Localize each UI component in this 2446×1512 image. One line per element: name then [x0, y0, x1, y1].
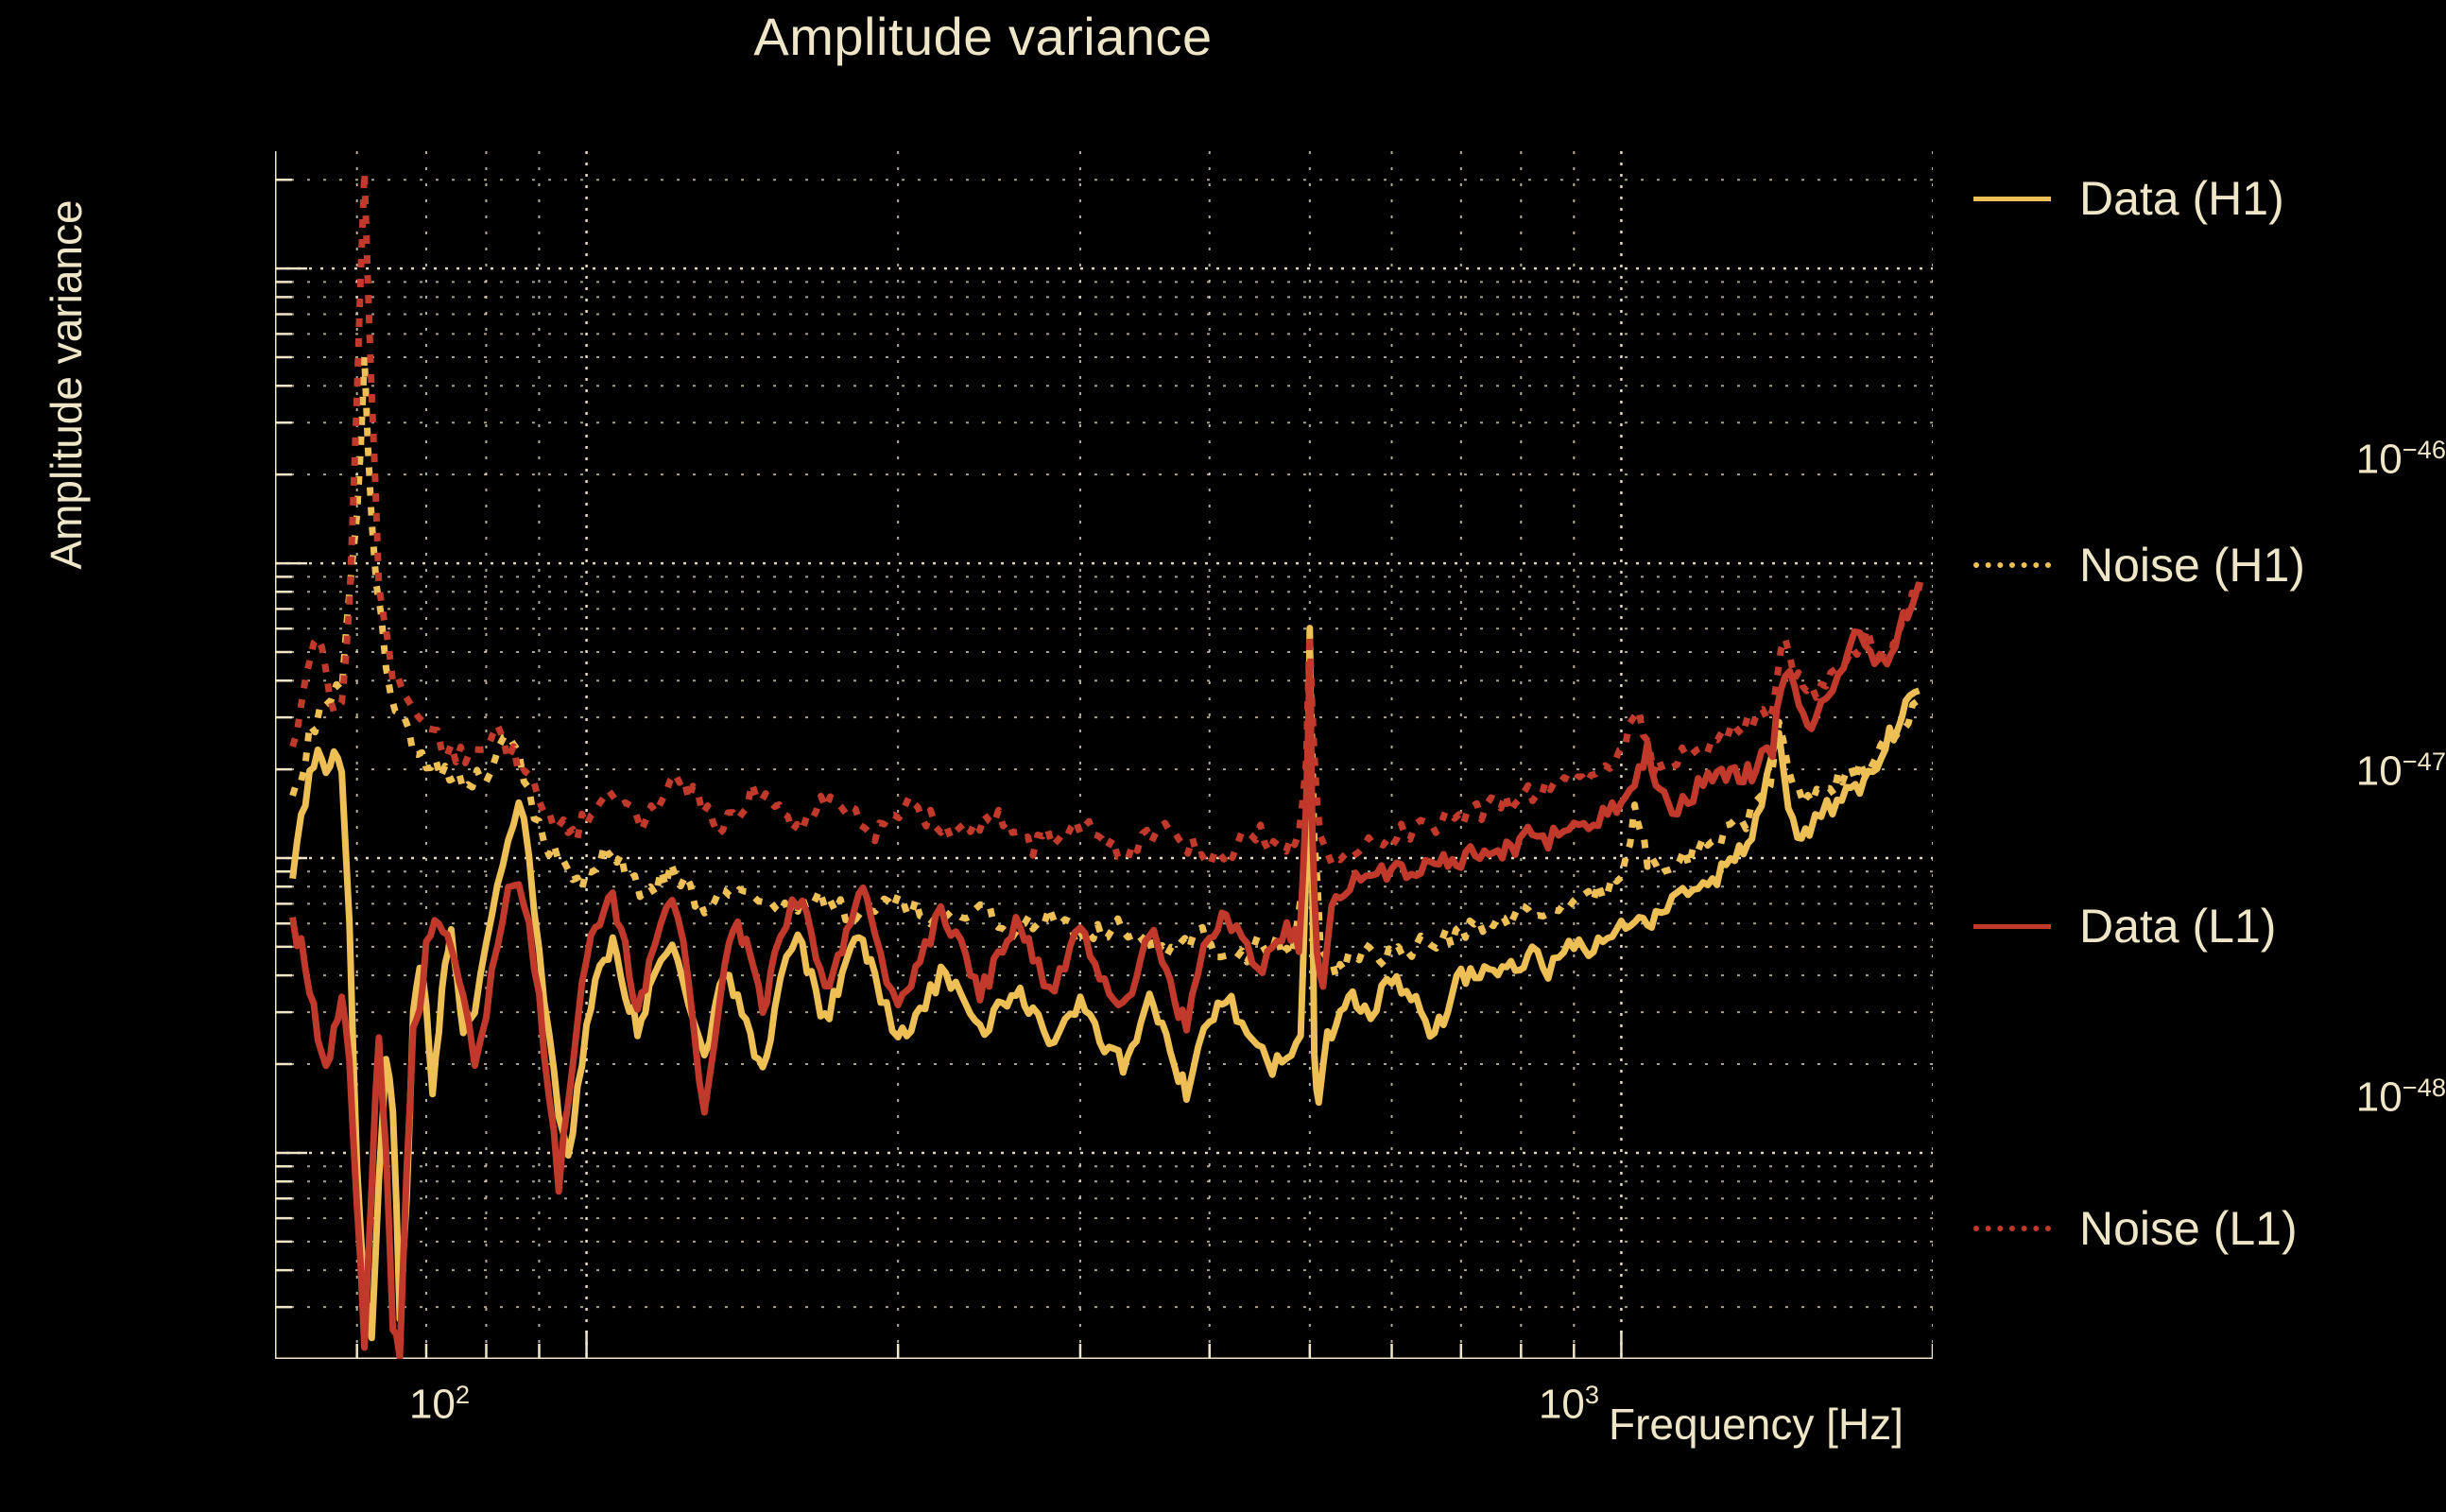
legend-label-data-l1: Data (L1) [2079, 900, 2277, 953]
legend-label-noise-h1: Noise (H1) [2079, 539, 2305, 592]
legend-label-noise-l1: Noise (L1) [2079, 1202, 2298, 1255]
legend-swatch-dotted-gold-icon [1973, 562, 2051, 568]
series-path [289, 625, 1921, 1342]
legend-entry-noise-l1[interactable]: Noise (L1) [1973, 1200, 2298, 1257]
legend-swatch-solid-red-icon [1973, 923, 2051, 929]
chart-title: Amplitude variance [753, 7, 1213, 66]
plot-area [273, 151, 1935, 1361]
plot-svg [273, 151, 1935, 1361]
legend-entry-noise-h1[interactable]: Noise (H1) [1973, 537, 2305, 593]
legend-label-data-h1: Data (H1) [2079, 172, 2284, 225]
series-path [289, 168, 1925, 868]
y-axis-label: Amplitude variance [42, 199, 91, 570]
y-tick-label-1e-46: 10−46 [2355, 435, 2446, 483]
legend-swatch-solid-gold-icon [1973, 196, 2051, 201]
legend-entry-data-l1[interactable]: Data (L1) [1973, 898, 2276, 954]
gridlines [274, 151, 1934, 1360]
plot-frame [273, 151, 1933, 1361]
series-path [289, 581, 1922, 1359]
x-axis-label: Frequency [Hz] [1609, 1400, 1903, 1449]
axis-ticks [273, 178, 1935, 1361]
legend-entry-data-h1[interactable]: Data (H1) [1973, 170, 2284, 227]
chart-legend: Data (H1) Noise (H1) Data (L1) Noise (L1… [1973, 151, 2418, 1361]
series-path [289, 353, 1920, 980]
series-group [289, 168, 1925, 1359]
y-tick-label-1e-47: 10−47 [2355, 747, 2446, 795]
legend-swatch-dotted-red-icon [1973, 1226, 2051, 1231]
x-tick-label-100: 102 [408, 1380, 471, 1428]
x-tick-label-1000: 103 [1538, 1380, 1600, 1428]
y-tick-label-1e-48: 10−48 [2355, 1073, 2446, 1121]
